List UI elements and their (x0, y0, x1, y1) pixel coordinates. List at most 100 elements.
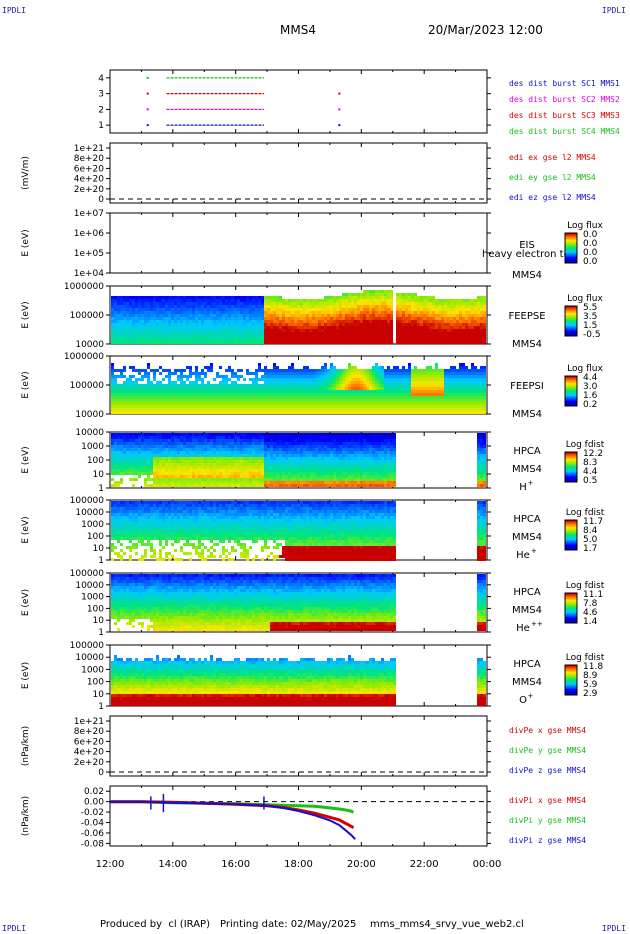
burst-flags-ytick-label: 3 (98, 90, 104, 100)
hpca-o-ytick-label: 100000 (70, 641, 105, 651)
hpca-h-heatmap (111, 433, 486, 487)
edi-e-field-ytick-label: 1e+21 (74, 144, 104, 154)
hpca-he-label-2: He (516, 550, 530, 561)
feepsi-ytick-label: 10000 (75, 410, 104, 420)
hpca-h-label-2: H (519, 482, 527, 493)
feepsi-colorbar-title: Log flux (567, 364, 603, 374)
burst-flags-legend-0: des dist burst SC1 MMS1 (509, 79, 620, 88)
eis-overlay-text: heavy electron to (482, 249, 570, 260)
hpca-he2-colorbar (565, 593, 577, 624)
hpca-o-colorbar-frame (564, 664, 578, 696)
x-axis-tick-label: 20:00 (347, 859, 376, 870)
burst-flags-point-1-1 (338, 92, 341, 95)
hpca-o-ytick-label: 1 (98, 702, 104, 712)
eis-ytick-label: 1e+06 (74, 229, 105, 239)
hpca-h-colorbar-tick: 0.5 (583, 476, 597, 486)
burst-flags-ytick-label: 1 (98, 121, 104, 131)
hpca-he-ytick-label: 1000 (81, 520, 104, 530)
feepsi-colorbar-tick: 4.4 (583, 373, 598, 383)
feepse-colorbar-title: Log flux (567, 294, 603, 304)
feepse-colorbar-frame (564, 305, 578, 337)
div-pi-ylabel: (nPa/km) (21, 796, 31, 836)
div-pe-legend-1: divPe y gse MMS4 (509, 746, 586, 755)
eis-ylabel: E (eV) (21, 229, 31, 256)
hpca-he2-colorbar-tick: 4.6 (583, 608, 598, 618)
eis-colorbar-frame (564, 232, 578, 264)
hpca-h-colorbar-tick: 8.3 (583, 458, 597, 468)
hpca-o-colorbar-tick: 8.9 (583, 671, 598, 681)
hpca-h-species-sup: + (528, 479, 534, 487)
burst-flags-frame (109, 69, 488, 134)
div-pe-ytick-label: 4e+20 (74, 748, 105, 758)
corner-label-bottom-right: IPDLI (601, 924, 626, 933)
div-pi-ytick-label: -0.08 (81, 839, 105, 849)
burst-flags-point-2-1 (338, 108, 341, 111)
edi-e-field-legend-1: edi ey gse l2 MMS4 (509, 173, 596, 182)
hpca-he-ytick-label: 10000 (75, 508, 104, 518)
div-pe-ytick-label: 0 (98, 768, 104, 778)
hpca-o-colorbar-title: Log fdist (566, 653, 605, 663)
hpca-he-ytick-label: 100 (87, 532, 104, 542)
eis-colorbar (565, 233, 577, 264)
feepse-heatmap (111, 290, 486, 344)
hpca-he2-ytick-label: 10000 (75, 581, 104, 591)
feepse-colorbar-tick: -0.5 (583, 330, 601, 340)
edi-e-field-ytick-label: 8e+20 (74, 154, 105, 164)
hpca-he2-label-1: MMS4 (512, 605, 542, 616)
hpca-o-ylabel: E (eV) (21, 662, 31, 689)
hpca-h-colorbar-tick: 4.4 (583, 467, 598, 477)
eis-colorbar-tick: 0.0 (583, 248, 598, 258)
hpca-h-colorbar-frame (564, 451, 578, 483)
eis-colorbar-tick: 0.0 (583, 230, 598, 240)
hpca-he2-colorbar-tick: 7.8 (583, 599, 598, 609)
x-axis-tick-label: 00:00 (473, 859, 502, 870)
x-axis-tick-label: 16:00 (221, 859, 250, 870)
burst-flags-legend-2: des dist burst SC3 MMS3 (509, 111, 620, 120)
corner-label-left: IPDLI (2, 6, 27, 15)
hpca-he2-label-0: HPCA (513, 587, 541, 598)
hpca-h-ylabel: E (eV) (21, 446, 31, 473)
feepsi-colorbar (565, 376, 577, 407)
burst-flags-point-2-0 (146, 108, 149, 111)
hpca-o-label-2: O (519, 695, 527, 706)
hpca-o-heatmap (111, 655, 486, 706)
div-pe-legend-2: divPe z gse MMS4 (509, 766, 586, 775)
hpca-o-label-0: HPCA (513, 659, 541, 670)
eis-ytick-label: 1e+05 (74, 249, 104, 259)
hpca-he2-heatmap (111, 574, 486, 631)
eis-label-0: EIS (519, 240, 535, 251)
feepsi-heatmap (111, 363, 486, 414)
hpca-o-colorbar-tick: 11.8 (583, 662, 603, 672)
date-title: 20/Mar/2023 12:00 (428, 23, 543, 37)
hpca-he-species-sup: + (531, 547, 537, 555)
hpca-he2-ytick-label: 100 (87, 604, 104, 614)
edi-e-field-ytick-label: 0 (98, 195, 104, 205)
div-pe-legend-0: divPe x gse MMS4 (509, 726, 586, 735)
hpca-h-colorbar (565, 452, 577, 483)
edi-e-field-legend-2: edi ez gse l2 MMS4 (509, 193, 596, 202)
feepsi-label-0: FEEPSI (510, 381, 544, 392)
hpca-he2-ytick-label: 1000 (81, 593, 104, 603)
hpca-h-ytick-label: 100 (87, 456, 104, 466)
burst-flags-ytick-label: 4 (98, 74, 104, 84)
x-axis-tick-label: 18:00 (284, 859, 313, 870)
feepse-label-0: FEEPSE (508, 311, 545, 322)
burst-flags-point-0-0 (146, 76, 149, 79)
hpca-he-colorbar-tick: 8.4 (583, 526, 598, 536)
x-axis-tick-label: 14:00 (158, 859, 187, 870)
div-pe-ytick-label: 8e+20 (74, 727, 105, 737)
hpca-he2-ytick-label: 100000 (70, 569, 105, 579)
eis-colorbar-tick: 0.0 (583, 257, 598, 267)
eis-ytick-label: 1e+04 (74, 269, 105, 279)
hpca-he2-colorbar-tick: 1.4 (583, 617, 598, 627)
spacecraft-title: MMS4 (280, 23, 316, 37)
footer-printing-date: Printing date: 02/May/2025 (220, 919, 357, 930)
hpca-he-label-0: HPCA (513, 514, 541, 525)
burst-flags-point-1-0 (146, 92, 149, 95)
eis-ytick-label: 1e+07 (74, 209, 104, 219)
edi-e-field-ytick-label: 6e+20 (74, 164, 105, 174)
footer-filename: mms_mms4_srvy_vue_web2.cl (370, 919, 524, 930)
hpca-h-ytick-label: 1000 (81, 442, 104, 452)
div-pi-series-2 (110, 800, 356, 840)
